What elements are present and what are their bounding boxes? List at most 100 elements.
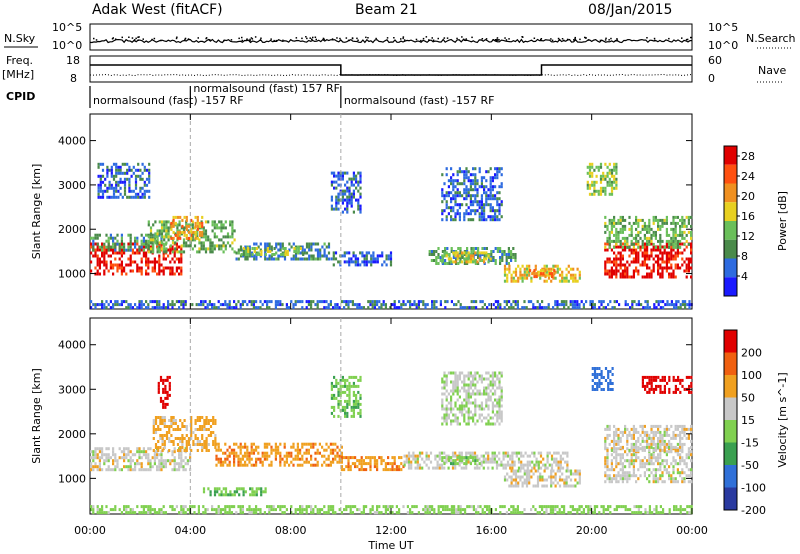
x-tick-label: 08:00 [275,524,307,537]
power-echo-region [90,300,693,310]
colorbar-tick-label: 28 [741,150,755,163]
colorbar-tick-label: -200 [741,504,766,517]
power-echo-region [170,215,204,240]
nave-tick-bottom: 0 [708,72,715,85]
colorbar-segment [724,487,737,510]
nsky-trace [89,36,692,44]
colorbar-tick-label: 100 [741,369,762,382]
x-tick-label: 12:00 [375,524,407,537]
power-panel: 1000 2000 3000 4000 Slant Range [km] 4 8 12 16 20… [30,113,789,310]
x-tick-label: 16:00 [475,524,507,537]
velocity-echo-region [340,456,405,472]
velocity-echo-region [157,375,171,409]
y-tick-label: 1000 [58,268,86,281]
power-echo-region [441,251,492,264]
velocity-echo-region [202,487,267,497]
colorbar-segment [724,352,737,375]
y-tick-label: 2000 [58,223,86,236]
power-echo-region [586,162,618,196]
velocity-echo-region [90,447,192,472]
panel-frame [89,317,693,515]
colorbar-segment [724,277,737,296]
freq-label-1: Freq. [6,54,33,67]
power-echo-region [529,269,556,279]
y-tick-label: 3000 [58,179,86,192]
colorbar-tick-label: 50 [741,392,755,405]
colorbar-segment [724,330,737,353]
cpid-strip: CPID normalsound (fast) -157 RFnormalsou… [6,82,494,108]
nsky-strip: N.Sky N.Search 10^5 10^0 10^5 10^0 [4,21,796,52]
colorbar-tick-label: 4 [741,270,748,283]
velocity-echo-region [641,375,693,394]
nsearch-tick-top: 10^5 [708,21,738,34]
radar-title: Adak West (fitACF) [92,2,223,18]
velocity-echo-region [604,424,693,452]
velocity-echo-region [152,416,217,452]
beam-title: Beam 21 [355,2,418,18]
colorbar-tick-label: 20 [741,190,755,203]
velocity-echo-region [591,367,614,391]
date-title: 08/Jan/2015 [588,2,672,18]
colorbar-segment [724,397,737,420]
power-colorbar: 4 8 12 16 20 24 28 Power [dB] [723,145,789,297]
freq-tick-top: 18 [66,54,80,67]
colorbar-tick-label: 200 [741,347,762,360]
colorbar-segment [724,258,737,278]
x-tick-label: 00:00 [676,524,708,537]
velocity-colorbar: 200 100 50 15 -15 -50 -100 -200 Velocity [m s^-1… [723,329,789,517]
y-axis-label: Slant Range [km] [30,368,43,464]
cpid-label: CPID [6,90,35,103]
velocity-echo-region [441,371,503,426]
nsearch-label: N.Search [746,32,796,45]
colorbar-tick-label: -50 [741,459,759,472]
cpid-segment-label: normalsound (fast) 157 RF [193,82,340,95]
power-echo-region [97,162,151,199]
colorbar-segment [724,164,737,184]
velocity-data [90,367,693,515]
x-tick-label: 20:00 [576,524,608,537]
colorbar-segment [724,146,737,165]
y-axis-label: Slant Range [km] [30,164,43,260]
y-tick-label: 4000 [58,135,86,148]
power-echo-region [441,167,503,222]
colorbar-segment [724,183,737,203]
y-tick-label: 4000 [58,339,86,352]
y-tick-label: 1000 [58,472,86,485]
power-echo-region [330,251,393,267]
velocity-echo-region [90,505,693,515]
panel-frame [89,113,693,310]
colorbar-segment [724,420,737,443]
velocity-panel: 1000 2000 3000 4000 Slant Range [km] 200 100 50… [30,317,789,517]
freq-trace [89,64,693,77]
colorbar-tick-label: 16 [741,210,755,223]
power-data [90,162,693,310]
freq-tick-bottom: 8 [70,72,77,85]
freq-label-2: [MHz] [2,68,34,81]
colorbar-tick-label: 15 [741,414,755,427]
velocity-echo-region [441,456,481,466]
nave-tick-top: 60 [708,54,722,67]
nsky-label: N.Sky [4,32,36,45]
power-echo-region [240,247,305,256]
y-tick-label: 2000 [58,428,86,441]
nsky-tick-bottom: 10^0 [52,39,82,52]
colorbar-tick-label: 24 [741,170,755,183]
power-echo-region [330,171,362,214]
nsky-tick-top: 10^5 [52,21,82,34]
colorbar-tick-label: -100 [741,482,766,495]
y-tick-label: 3000 [58,383,86,396]
colorbar-segment [724,202,737,221]
colorbar-segment [724,442,737,465]
colorbar-segment [724,239,737,259]
colorbar-label: Velocity [m s^-1] [776,372,789,467]
colorbar-tick-label: 12 [741,230,755,243]
power-echo-region [604,242,693,279]
x-tick-label: 04:00 [174,524,206,537]
colorbar-tick-label: -15 [741,437,759,450]
colorbar-label: Power [dB] [776,191,789,251]
nsearch-tick-bottom: 10^0 [708,39,738,52]
power-echo-region [503,264,581,283]
cpid-segment-label: normalsound (fast) -157 RF [93,94,244,107]
colorbar-tick-label: 8 [741,250,748,263]
